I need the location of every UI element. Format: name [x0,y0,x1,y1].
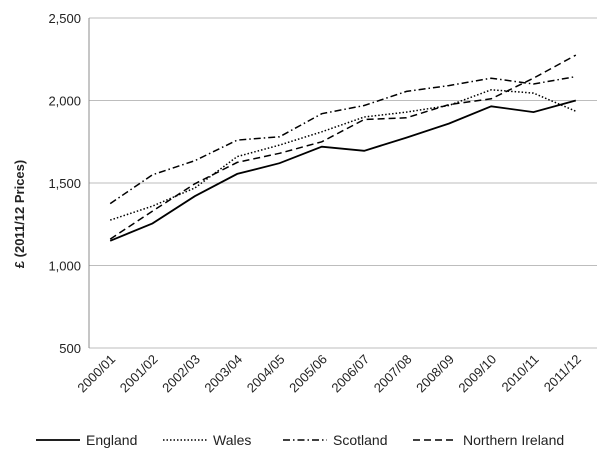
series-line-england [109,99,577,242]
x-tick-label: 2004/05 [244,352,288,396]
legend-label: Scotland [333,432,387,448]
x-tick-label: 2007/08 [371,352,415,396]
series-line-northern-ireland [109,54,577,240]
x-tick-label: 2000/01 [74,352,118,396]
gridlines [88,17,597,349]
y-tick-label: 2,500 [48,11,81,26]
y-axis-tick-labels: 500 1,000 1,500 2,000 2,500 [48,11,81,356]
x-tick-label: 2008/09 [413,352,457,396]
legend: England Wales Scotland Northern Ireland [36,432,564,448]
x-tick-label: 2002/03 [159,352,203,396]
series-lines [109,54,577,242]
series-line-wales [109,89,577,221]
y-tick-label: 2,000 [48,94,81,109]
series-line-scotland [109,75,576,205]
legend-label: Wales [213,432,251,448]
y-tick-label: 500 [59,341,81,356]
x-tick-label: 2010/11 [498,352,541,395]
legend-label: Northern Ireland [463,432,564,448]
x-tick-label: 2005/06 [286,352,330,396]
x-axis-tick-labels: 2000/012001/022002/032003/042004/052005/… [74,352,584,396]
x-tick-label: 2003/04 [201,352,245,396]
legend-label: England [86,432,137,448]
x-tick-label: 2011/12 [541,352,584,395]
y-axis-label: £ (2011/12 Prices) [12,160,27,268]
y-tick-label: 1,500 [48,176,81,191]
x-tick-label: 2009/10 [455,352,499,396]
x-tick-label: 2001/02 [117,352,161,396]
y-tick-label: 1,000 [48,259,81,274]
x-tick-label: 2006/07 [328,352,372,396]
